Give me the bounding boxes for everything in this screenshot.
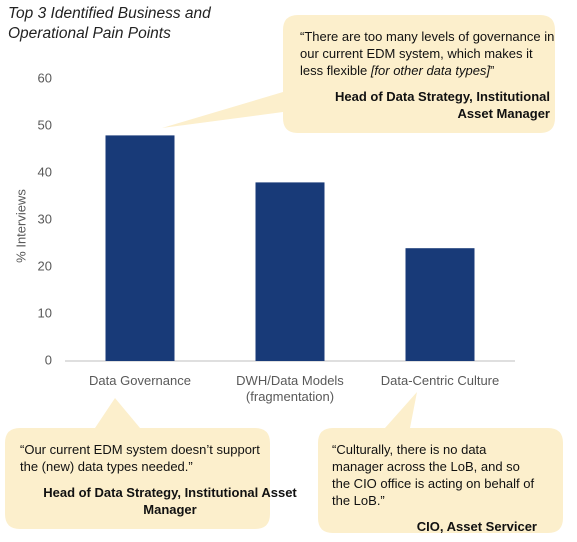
- callout-quote: “Our current EDM system doesn’t support …: [20, 441, 260, 475]
- bar: [105, 135, 175, 361]
- quote-text: “Our current EDM system doesn’t support …: [20, 442, 260, 474]
- callout-bubble: [162, 15, 555, 133]
- callout-attribution: CIO, Asset Servicer: [416, 519, 537, 534]
- callout-attribution: Head of Data Strategy, Institutional Ass…: [43, 485, 297, 517]
- callout: “There are too many levels of governance…: [300, 28, 556, 122]
- y-tick-label: 10: [38, 305, 52, 320]
- y-axis-label: % Interviews: [13, 189, 28, 263]
- y-tick-label: 20: [38, 258, 52, 273]
- quote-text: “Culturally, there is no data manager ac…: [332, 442, 535, 508]
- bar: [255, 182, 325, 361]
- y-tick-label: 60: [38, 70, 52, 85]
- callout-bubble: [5, 398, 270, 529]
- bar: [405, 248, 475, 361]
- y-tick-label: 30: [38, 211, 52, 226]
- x-tick-label: Data-Centric Culture: [380, 373, 500, 388]
- callout: “Culturally, there is no data manager ac…: [332, 441, 537, 535]
- x-tick-label: DWH/Data Models (fragmentation): [236, 373, 344, 404]
- y-tick-label: 40: [38, 164, 52, 179]
- callout-quote: “There are too many levels of governance…: [300, 28, 556, 79]
- chart-title: Top 3 Identified Business and Operationa…: [8, 5, 211, 42]
- quote-text: “There are too many levels of governance…: [300, 29, 555, 78]
- callout-quote: “Culturally, there is no data manager ac…: [332, 441, 537, 509]
- callout-attribution: Head of Data Strategy, Institutional Ass…: [334, 89, 550, 121]
- x-tick-label: Data Governance: [89, 373, 191, 388]
- y-tick-label: 0: [45, 352, 52, 367]
- quote-text: [for other data types]: [370, 63, 491, 78]
- y-tick-label: 50: [38, 117, 52, 132]
- callout-bubble: [318, 392, 563, 533]
- quote-text: ”: [490, 63, 495, 78]
- callout: “Our current EDM system doesn’t support …: [20, 441, 297, 518]
